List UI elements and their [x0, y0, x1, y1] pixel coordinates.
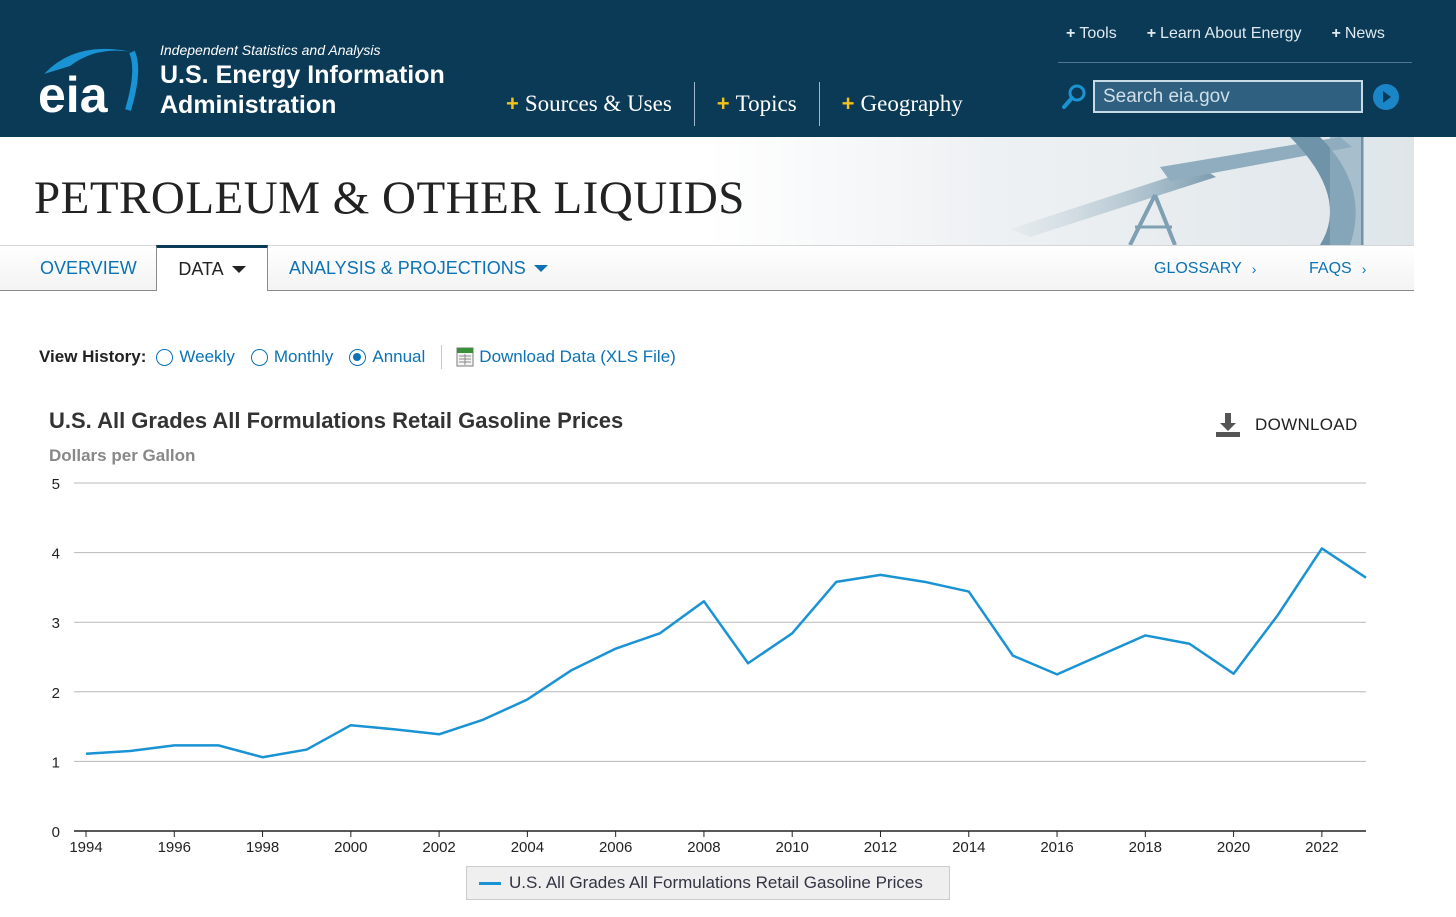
nav-geography[interactable]: + Geography — [820, 82, 985, 126]
util-news[interactable]: + News — [1331, 25, 1384, 43]
site-header: eia Independent Statistics and Analysis … — [0, 0, 1456, 137]
tab-label: ANALYSIS & PROJECTIONS — [289, 258, 526, 278]
divider — [441, 345, 443, 369]
util-label: Tools — [1079, 25, 1117, 42]
caret-down-icon — [231, 266, 246, 273]
logo-text: eia — [38, 67, 109, 120]
radio-label: Monthly — [273, 347, 334, 366]
search-submit-button[interactable] — [1373, 84, 1399, 110]
radio-button-selected[interactable] — [349, 348, 367, 366]
radio-annual[interactable]: Annual — [349, 347, 425, 367]
section-banner: PETROLEUM & OTHER LIQUIDS — [0, 137, 1414, 245]
x-tick-label: 2006 — [599, 839, 632, 856]
y-tick-label: 3 — [52, 615, 60, 632]
radio-label: Annual — [372, 347, 426, 366]
x-tick-label: 2000 — [334, 839, 367, 856]
plus-icon: + — [841, 91, 855, 116]
chart-title: U.S. All Grades All Formulations Retail … — [49, 408, 624, 433]
radio-monthly[interactable]: Monthly — [250, 347, 334, 367]
nav-topics[interactable]: + Topics — [695, 82, 819, 126]
download-xls-link[interactable]: Download Data (XLS File) — [479, 347, 676, 366]
view-history-label: View History: — [39, 347, 147, 366]
x-tick-label: 1998 — [246, 839, 279, 856]
radio-weekly[interactable]: Weekly — [156, 347, 235, 367]
y-tick-label: 4 — [52, 546, 60, 563]
x-tick-label: 2014 — [952, 839, 985, 856]
caret-down-icon — [533, 265, 548, 272]
gasoline-price-chart: 0 1 2 3 4 5 1994 1996 1998 2000 2002 2004 2006 2008 20… — [52, 476, 1367, 856]
page-title: PETROLEUM & OTHER LIQUIDS — [34, 172, 745, 224]
x-tick-label: 1994 — [69, 839, 102, 856]
tab-label: GLOSSARY — [1154, 259, 1242, 277]
util-learn-about-energy[interactable]: + Learn About Energy — [1147, 25, 1302, 43]
chart-y-axis-label: Dollars per Gallon — [49, 446, 196, 465]
spreadsheet-icon[interactable] — [456, 347, 474, 367]
legend-swatch — [479, 881, 501, 885]
tab-label: FAQS — [1309, 259, 1352, 277]
search-icon[interactable] — [1060, 83, 1088, 111]
tab-label: DATA — [178, 259, 224, 279]
radio-button[interactable] — [156, 348, 174, 366]
download-label: DOWNLOAD — [1255, 415, 1358, 434]
y-tick-label: 0 — [52, 824, 60, 841]
tab-glossary[interactable]: GLOSSARY › — [1154, 246, 1256, 291]
tab-label: OVERVIEW — [40, 258, 137, 278]
x-tick-label: 2010 — [776, 839, 809, 856]
org-name-line2: Administration — [160, 91, 337, 119]
eia-logo[interactable]: eia — [36, 40, 146, 120]
header-divider — [1058, 62, 1412, 63]
nav-label: Sources & Uses — [524, 91, 672, 116]
plus-icon: + — [1066, 25, 1076, 42]
tab-faqs[interactable]: FAQS › — [1309, 246, 1366, 291]
nav-label: Topics — [735, 91, 797, 116]
org-name[interactable]: U.S. Energy Information Administration — [160, 60, 470, 120]
util-tools[interactable]: + Tools — [1066, 25, 1117, 43]
x-tick-label: 2004 — [511, 839, 544, 856]
view-history-row: View History: Weekly Monthly Annual Down… — [39, 344, 676, 370]
plus-icon: + — [506, 91, 519, 116]
tab-analysis-projections[interactable]: ANALYSIS & PROJECTIONS — [289, 246, 548, 291]
nav-divider — [693, 82, 695, 126]
utility-nav: + Tools + Learn About Energy + News — [1066, 25, 1385, 43]
chevron-right-icon: › — [1251, 260, 1257, 277]
org-name-line1: U.S. Energy Information — [160, 61, 445, 89]
series-line — [85, 547, 1367, 759]
x-tick-label: 2002 — [422, 839, 455, 856]
legend-label: U.S. All Grades All Formulations Retail … — [509, 873, 923, 892]
plus-icon: + — [716, 91, 730, 116]
plus-icon: + — [1331, 25, 1341, 42]
x-tick-label: 2012 — [864, 839, 897, 856]
plus-icon: + — [1146, 25, 1157, 42]
chevron-right-icon: › — [1361, 260, 1367, 277]
chart-legend[interactable]: U.S. All Grades All Formulations Retail … — [466, 866, 950, 900]
nav-sources-uses[interactable]: + Sources & Uses — [506, 82, 694, 126]
util-label: News — [1344, 25, 1385, 42]
tab-data[interactable]: DATA — [156, 245, 268, 291]
chart-download-button[interactable]: DOWNLOAD — [1215, 412, 1358, 438]
y-tick-label: 1 — [52, 754, 60, 771]
y-tick-label: 2 — [52, 685, 60, 702]
x-tick-label: 2008 — [687, 839, 720, 856]
search-input[interactable] — [1093, 80, 1363, 113]
nav-label: Geography — [860, 91, 963, 116]
x-tick-label: 2016 — [1040, 839, 1073, 856]
radio-label: Weekly — [179, 347, 235, 366]
section-tabs: OVERVIEW DATA ANALYSIS & PROJECTIONS GLO… — [0, 245, 1414, 291]
pumpjack-image — [1010, 137, 1364, 245]
tagline: Independent Statistics and Analysis — [160, 42, 381, 58]
y-tick-label: 5 — [52, 476, 60, 493]
main-nav: + Sources & Uses + Topics + Geography — [506, 82, 985, 126]
nav-divider — [818, 82, 820, 126]
x-tick-label: 1996 — [158, 839, 191, 856]
x-tick-label: 2018 — [1129, 839, 1162, 856]
radio-button[interactable] — [250, 348, 268, 366]
x-tick-label: 2020 — [1217, 839, 1250, 856]
download-icon — [1216, 413, 1240, 437]
x-tick-label: 2022 — [1305, 839, 1338, 856]
tab-overview[interactable]: OVERVIEW — [40, 246, 137, 291]
util-label: Learn About Energy — [1160, 25, 1302, 42]
